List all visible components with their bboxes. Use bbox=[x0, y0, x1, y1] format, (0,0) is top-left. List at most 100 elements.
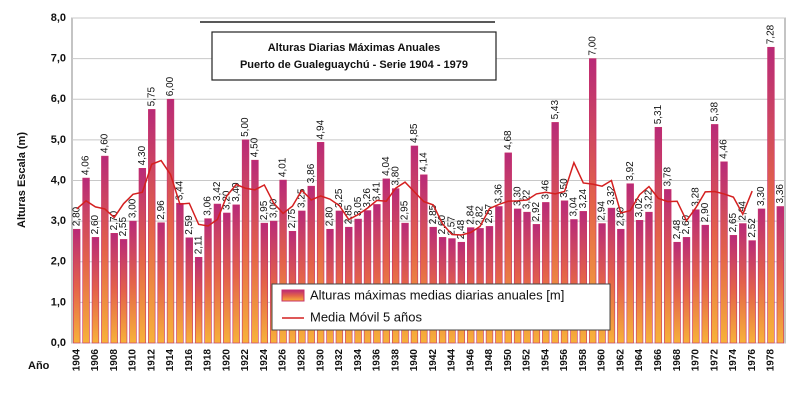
bar bbox=[513, 208, 522, 344]
value-label: 3,25 bbox=[334, 188, 345, 208]
value-label: 6,00 bbox=[165, 76, 176, 96]
bar bbox=[542, 202, 550, 344]
x-tick-label: 1930 bbox=[315, 349, 326, 372]
value-label: 2,70 bbox=[109, 210, 120, 230]
bar bbox=[560, 200, 569, 344]
x-tick-label: 1908 bbox=[109, 349, 120, 372]
value-label: 2,87 bbox=[484, 204, 495, 224]
bar bbox=[495, 206, 503, 344]
x-tick-label: 1966 bbox=[653, 349, 664, 372]
value-label: 3,24 bbox=[578, 188, 589, 208]
x-tick-label: 1974 bbox=[728, 349, 739, 372]
x-tick-label: 1922 bbox=[240, 349, 251, 372]
value-label: 3,44 bbox=[175, 180, 186, 200]
value-label: 3,86 bbox=[306, 163, 317, 183]
bar bbox=[748, 240, 756, 344]
value-label: 3,78 bbox=[662, 167, 673, 187]
x-tick-label: 1948 bbox=[484, 349, 495, 372]
bar bbox=[270, 220, 278, 344]
chart-subtitle: Puerto de Gualeguaychú - Serie 1904 - 19… bbox=[240, 59, 468, 71]
legend-label: Alturas máximas medias diarias anuales [… bbox=[310, 287, 564, 302]
bar bbox=[410, 145, 419, 344]
x-tick-label: 1978 bbox=[766, 349, 777, 372]
value-label: 4,94 bbox=[315, 119, 326, 139]
value-label: 2,75 bbox=[287, 208, 298, 228]
value-label: 3,30 bbox=[756, 186, 767, 206]
y-tick-label: 6,0 bbox=[51, 93, 66, 105]
x-tick-label: 1970 bbox=[691, 349, 702, 372]
bar bbox=[129, 220, 137, 344]
x-tick-label: 1958 bbox=[578, 349, 589, 372]
bar bbox=[176, 202, 184, 344]
value-label: 3,00 bbox=[268, 198, 279, 218]
bar bbox=[232, 204, 240, 344]
bar bbox=[382, 178, 390, 344]
value-label: 2,85 bbox=[343, 204, 354, 224]
bar bbox=[682, 237, 691, 344]
bar bbox=[157, 222, 165, 344]
bar bbox=[598, 223, 606, 344]
value-label: 3,22 bbox=[644, 189, 655, 209]
x-tick-label: 1962 bbox=[615, 349, 626, 372]
value-label: 3,26 bbox=[362, 188, 373, 208]
value-label: 5,31 bbox=[653, 104, 664, 124]
bar bbox=[194, 256, 203, 344]
value-label: 3,28 bbox=[691, 187, 702, 207]
value-label: 4,46 bbox=[719, 139, 730, 159]
bar bbox=[664, 189, 672, 344]
value-label: 4,60 bbox=[99, 133, 110, 153]
value-label: 2,59 bbox=[184, 215, 195, 235]
x-tick-label: 1918 bbox=[203, 349, 214, 372]
bar bbox=[729, 235, 738, 344]
bar bbox=[363, 210, 372, 344]
x-tick-label: 1920 bbox=[221, 349, 232, 372]
bar bbox=[82, 177, 90, 344]
value-label: 2,55 bbox=[118, 217, 129, 237]
value-label: 5,00 bbox=[240, 117, 251, 137]
moving-average-line bbox=[76, 159, 753, 236]
bar bbox=[101, 155, 109, 344]
value-label: 4,06 bbox=[81, 155, 92, 175]
bar bbox=[739, 223, 747, 344]
value-label: 2,65 bbox=[728, 212, 739, 232]
x-tick-label: 1934 bbox=[353, 349, 364, 372]
bar bbox=[626, 183, 634, 344]
value-label: 5,38 bbox=[709, 102, 720, 122]
chart-title: Alturas Diarias Máximas Anuales bbox=[268, 42, 441, 54]
bar bbox=[148, 109, 156, 344]
x-tick-label: 1910 bbox=[128, 349, 139, 372]
value-label: 3,25 bbox=[296, 188, 307, 208]
bar bbox=[241, 139, 250, 344]
bar bbox=[223, 212, 231, 344]
bar bbox=[298, 210, 306, 344]
value-label: 7,28 bbox=[766, 24, 777, 44]
bar bbox=[710, 124, 719, 344]
value-label: 3,46 bbox=[540, 180, 551, 200]
value-label: 3,50 bbox=[559, 178, 570, 198]
bar bbox=[776, 206, 784, 344]
value-label: 2,84 bbox=[465, 205, 476, 225]
value-label: 3,36 bbox=[494, 184, 505, 204]
bar bbox=[523, 211, 531, 344]
value-label: 3,40 bbox=[231, 182, 242, 202]
value-label: 2,95 bbox=[400, 200, 411, 220]
value-label: 3,32 bbox=[606, 185, 617, 205]
bar bbox=[579, 211, 587, 344]
value-label: 3,36 bbox=[775, 184, 786, 204]
bar bbox=[335, 210, 344, 344]
x-tick-label: 1912 bbox=[146, 349, 157, 372]
value-label: 3,00 bbox=[128, 198, 139, 218]
y-tick-label: 0,0 bbox=[51, 337, 66, 349]
x-tick-label: 1946 bbox=[465, 349, 476, 372]
bar bbox=[757, 208, 766, 344]
x-tick-label: 1964 bbox=[634, 349, 645, 372]
value-label: 2,52 bbox=[747, 218, 758, 238]
legend-swatch bbox=[281, 289, 305, 302]
y-tick-label: 5,0 bbox=[51, 134, 66, 146]
value-label: 2,92 bbox=[531, 201, 542, 221]
value-label: 2,80 bbox=[615, 206, 626, 226]
bar bbox=[607, 207, 616, 344]
value-label: 3,20 bbox=[221, 190, 232, 210]
bar bbox=[551, 122, 559, 344]
bar bbox=[213, 203, 222, 344]
